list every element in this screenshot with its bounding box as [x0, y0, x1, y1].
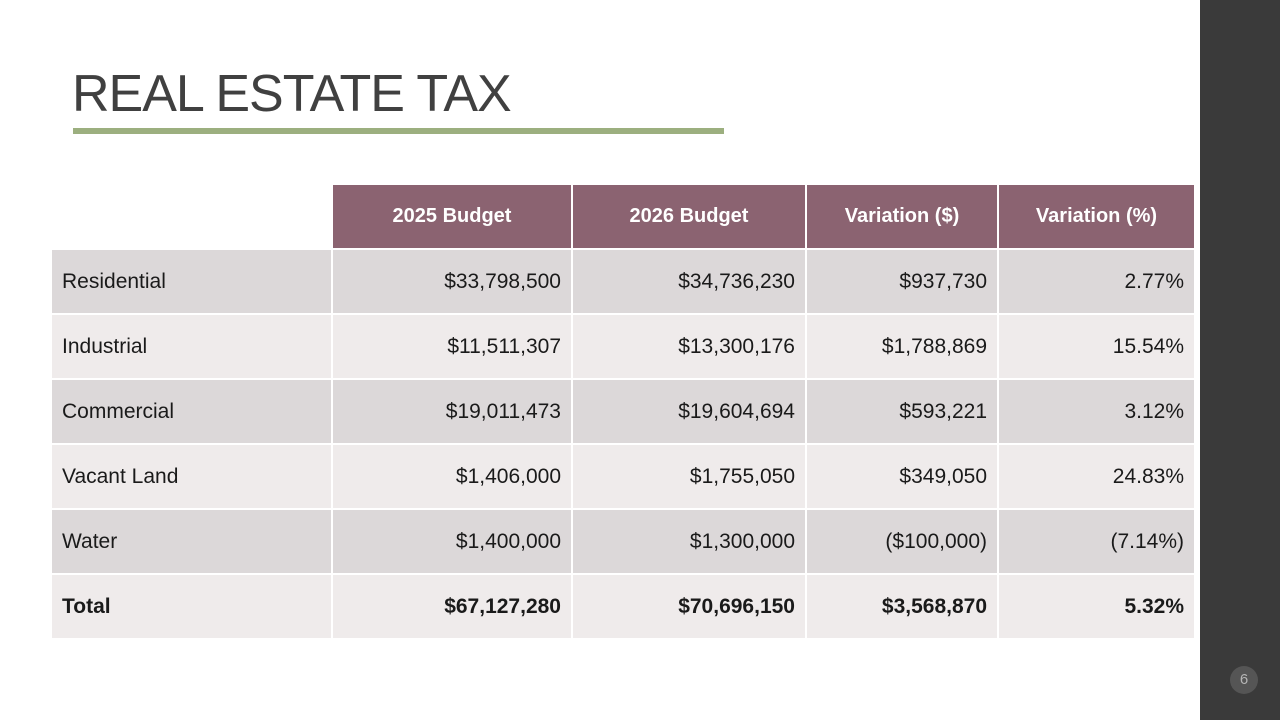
cell-variation-percent: 3.12% [997, 378, 1194, 444]
cell-2025-budget: $1,400,000 [331, 508, 572, 574]
header-2025-budget: 2025 Budget [331, 185, 572, 249]
cell-variation-percent: 15.54% [997, 313, 1194, 379]
cell-2025-budget: $33,798,500 [331, 248, 572, 314]
cell-2026-budget: $13,300,176 [571, 313, 806, 379]
slide-title: REAL ESTATE TAX [72, 65, 512, 123]
cell-2026-budget: $70,696,150 [571, 573, 806, 638]
cell-2025-budget: $11,511,307 [331, 313, 572, 379]
table-total-row: Total $67,127,280 $70,696,150 $3,568,870… [52, 573, 1194, 638]
header-variation-dollars: Variation ($) [805, 185, 998, 249]
cell-variation-percent: 2.77% [997, 248, 1194, 314]
slide: REAL ESTATE TAX 2025 Budget 2026 Budget … [52, 65, 1194, 638]
table-row: Residential $33,798,500 $34,736,230 $937… [52, 248, 1194, 314]
cell-variation-dollars: $3,568,870 [805, 573, 998, 638]
row-label: Water [52, 508, 332, 574]
table-row: Industrial $11,511,307 $13,300,176 $1,78… [52, 313, 1194, 379]
real-estate-tax-table: 2025 Budget 2026 Budget Variation ($) Va… [52, 185, 1194, 638]
title-underline [73, 128, 724, 134]
cell-variation-dollars: $1,788,869 [805, 313, 998, 379]
side-panel [1200, 0, 1280, 720]
header-blank-cell [52, 185, 332, 249]
table-row: Commercial $19,011,473 $19,604,694 $593,… [52, 378, 1194, 444]
cell-variation-dollars: ($100,000) [805, 508, 998, 574]
header-2026-budget: 2026 Budget [571, 185, 806, 249]
row-label: Total [52, 573, 332, 638]
cell-2025-budget: $67,127,280 [331, 573, 572, 638]
cell-variation-dollars: $937,730 [805, 248, 998, 314]
cell-variation-dollars: $349,050 [805, 443, 998, 509]
cell-2026-budget: $1,300,000 [571, 508, 806, 574]
table-header-row: 2025 Budget 2026 Budget Variation ($) Va… [52, 185, 1194, 249]
header-variation-percent: Variation (%) [997, 185, 1194, 249]
cell-2026-budget: $34,736,230 [571, 248, 806, 314]
cell-2026-budget: $19,604,694 [571, 378, 806, 444]
table-row: Water $1,400,000 $1,300,000 ($100,000) (… [52, 508, 1194, 574]
row-label: Vacant Land [52, 443, 332, 509]
cell-2026-budget: $1,755,050 [571, 443, 806, 509]
cell-variation-dollars: $593,221 [805, 378, 998, 444]
cell-variation-percent: 24.83% [997, 443, 1194, 509]
cell-variation-percent: (7.14%) [997, 508, 1194, 574]
cell-variation-percent: 5.32% [997, 573, 1194, 638]
page-number-badge: 6 [1230, 666, 1258, 694]
table-row: Vacant Land $1,406,000 $1,755,050 $349,0… [52, 443, 1194, 509]
cell-2025-budget: $19,011,473 [331, 378, 572, 444]
row-label: Industrial [52, 313, 332, 379]
row-label: Residential [52, 248, 332, 314]
cell-2025-budget: $1,406,000 [331, 443, 572, 509]
row-label: Commercial [52, 378, 332, 444]
